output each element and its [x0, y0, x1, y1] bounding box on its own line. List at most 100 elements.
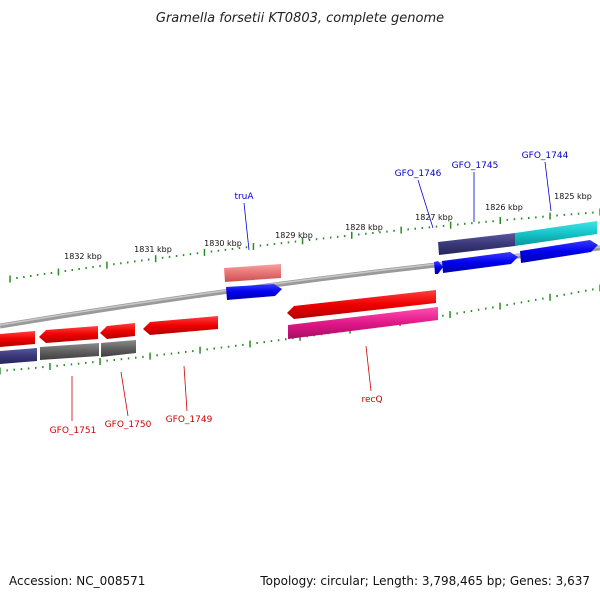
gene-gfo1744-teal[interactable] [515, 221, 597, 246]
lower-ring-tick [463, 311, 465, 314]
label-gfo1749[interactable]: GFO_1749 [166, 415, 213, 425]
gene-gfo1746[interactable] [434, 261, 443, 274]
forward-genes [224, 221, 598, 300]
lower-ring-tick [192, 350, 194, 353]
upper-ring-tick [563, 213, 566, 216]
lower-ring-tick [177, 351, 180, 354]
gene-gfo1744[interactable] [520, 240, 598, 263]
upper-ring-tick [134, 260, 136, 263]
upper-ring-tick [528, 217, 530, 219]
lower-ring-tick [149, 352, 151, 360]
upper-ring-tick [280, 242, 283, 245]
gene-gfo1751-grey[interactable] [40, 343, 99, 360]
label-recq[interactable]: recQ [361, 395, 382, 405]
lower-ring-tick [535, 298, 537, 301]
upper-ring-tick [120, 262, 122, 265]
label-trua[interactable]: truA [234, 192, 254, 202]
gene-gfo1752-navy[interactable] [0, 348, 37, 364]
lower-ring-tick [556, 295, 558, 297]
lower-ring-tick [220, 346, 223, 349]
gene-trua-salmon[interactable] [224, 264, 281, 282]
upper-ring-tick [224, 248, 227, 251]
lower-ring-tick [170, 352, 173, 355]
label-gfo1750[interactable]: GFO_1750 [105, 420, 152, 430]
lower-ring-tick [99, 358, 101, 365]
lower-ring-tick [577, 291, 580, 293]
upper-ring-tick [442, 224, 445, 227]
upper-ring-tick [182, 254, 185, 257]
upper-ring-tick [127, 261, 129, 264]
upper-ring-tick [141, 259, 143, 262]
lower-ring-tick [277, 339, 280, 342]
gene-gfo1745[interactable] [442, 252, 518, 273]
label-leaders [71, 161, 552, 421]
lower-ring-tick [242, 343, 244, 346]
label-gfo1751[interactable]: GFO_1751 [50, 426, 97, 436]
upper-ring-tick [85, 267, 87, 270]
lower-ring-tick [70, 363, 73, 366]
upper-ring-tick [238, 247, 241, 250]
kbp-label-1825: 1825 kbp [554, 192, 592, 201]
lower-ring-tick [113, 359, 115, 361]
gene-recq-pink[interactable] [288, 307, 438, 339]
gene-gfo1749[interactable] [143, 316, 218, 335]
gene-gfo1750-grey[interactable] [101, 340, 136, 357]
label-gfo1744[interactable]: GFO_1744 [522, 151, 569, 161]
kbp-label-1827: 1827 kbp [415, 213, 453, 222]
leader-gfo1744 [544, 161, 552, 212]
upper-ring-tick [196, 252, 199, 255]
lower-ring-tick [77, 362, 80, 365]
upper-ring-tick [9, 275, 11, 283]
upper-ring-tick [358, 233, 360, 236]
upper-ring-tick [386, 230, 388, 233]
upper-ring-tick [343, 235, 346, 238]
upper-ring-tick [499, 217, 501, 224]
lower-ring-tick [156, 354, 158, 357]
lower-ring-tick [263, 341, 265, 344]
upper-ring-tick [513, 218, 516, 221]
upper-ring-tick [457, 223, 459, 226]
leader-trua [243, 202, 250, 251]
upper-ring-tick [428, 226, 431, 229]
lower-ring-tick [570, 292, 573, 295]
lower-ring-tick [506, 303, 508, 306]
gene-gfo1750[interactable] [100, 323, 135, 339]
gene-trua[interactable] [226, 284, 282, 300]
upper-ring-tick [113, 263, 115, 266]
lower-ring-tick [213, 347, 215, 350]
upper-ring-tick [92, 266, 94, 269]
lower-ring-tick [542, 297, 544, 300]
upper-ring-tick [492, 220, 494, 223]
upper-ring-tick [393, 229, 395, 232]
lower-ring-tick [206, 348, 208, 351]
lower-ring-tick [199, 346, 201, 354]
lower-ring-tick [520, 301, 523, 304]
upper-ring-tick [99, 265, 101, 268]
lower-ring-tick [485, 307, 487, 310]
gene-gfo1752-partial[interactable] [0, 331, 35, 347]
upper-ring-tick [372, 232, 374, 234]
gene-gfo1751[interactable] [39, 326, 98, 343]
leader-gfo1746 [417, 179, 434, 229]
upper-ring-tick [64, 270, 67, 272]
lower-ring-tick [235, 344, 237, 347]
upper-ring-tick [43, 272, 46, 275]
lower-ring-tick [163, 353, 165, 356]
upper-ring-tick [36, 273, 39, 276]
label-gfo1745[interactable]: GFO_1745 [452, 161, 499, 171]
gene-recq[interactable] [287, 290, 436, 319]
upper-ring-tick [379, 231, 381, 234]
upper-ring-tick [542, 215, 544, 218]
lower-ring-tick [6, 369, 8, 372]
lower-ring-tick [249, 340, 251, 348]
upper-ring-tick [23, 276, 25, 278]
upper-ring-tick [535, 216, 537, 219]
lower-ring-tick [142, 355, 144, 358]
lower-ring-tick [492, 306, 494, 309]
lower-ring-tick [120, 358, 123, 361]
upper-ring-tick [217, 249, 220, 252]
lower-ring-tick [85, 361, 87, 364]
label-gfo1746[interactable]: GFO_1746 [395, 169, 442, 179]
lower-ring-tick [513, 302, 515, 305]
gene-gfo1745-navy[interactable] [438, 233, 515, 255]
